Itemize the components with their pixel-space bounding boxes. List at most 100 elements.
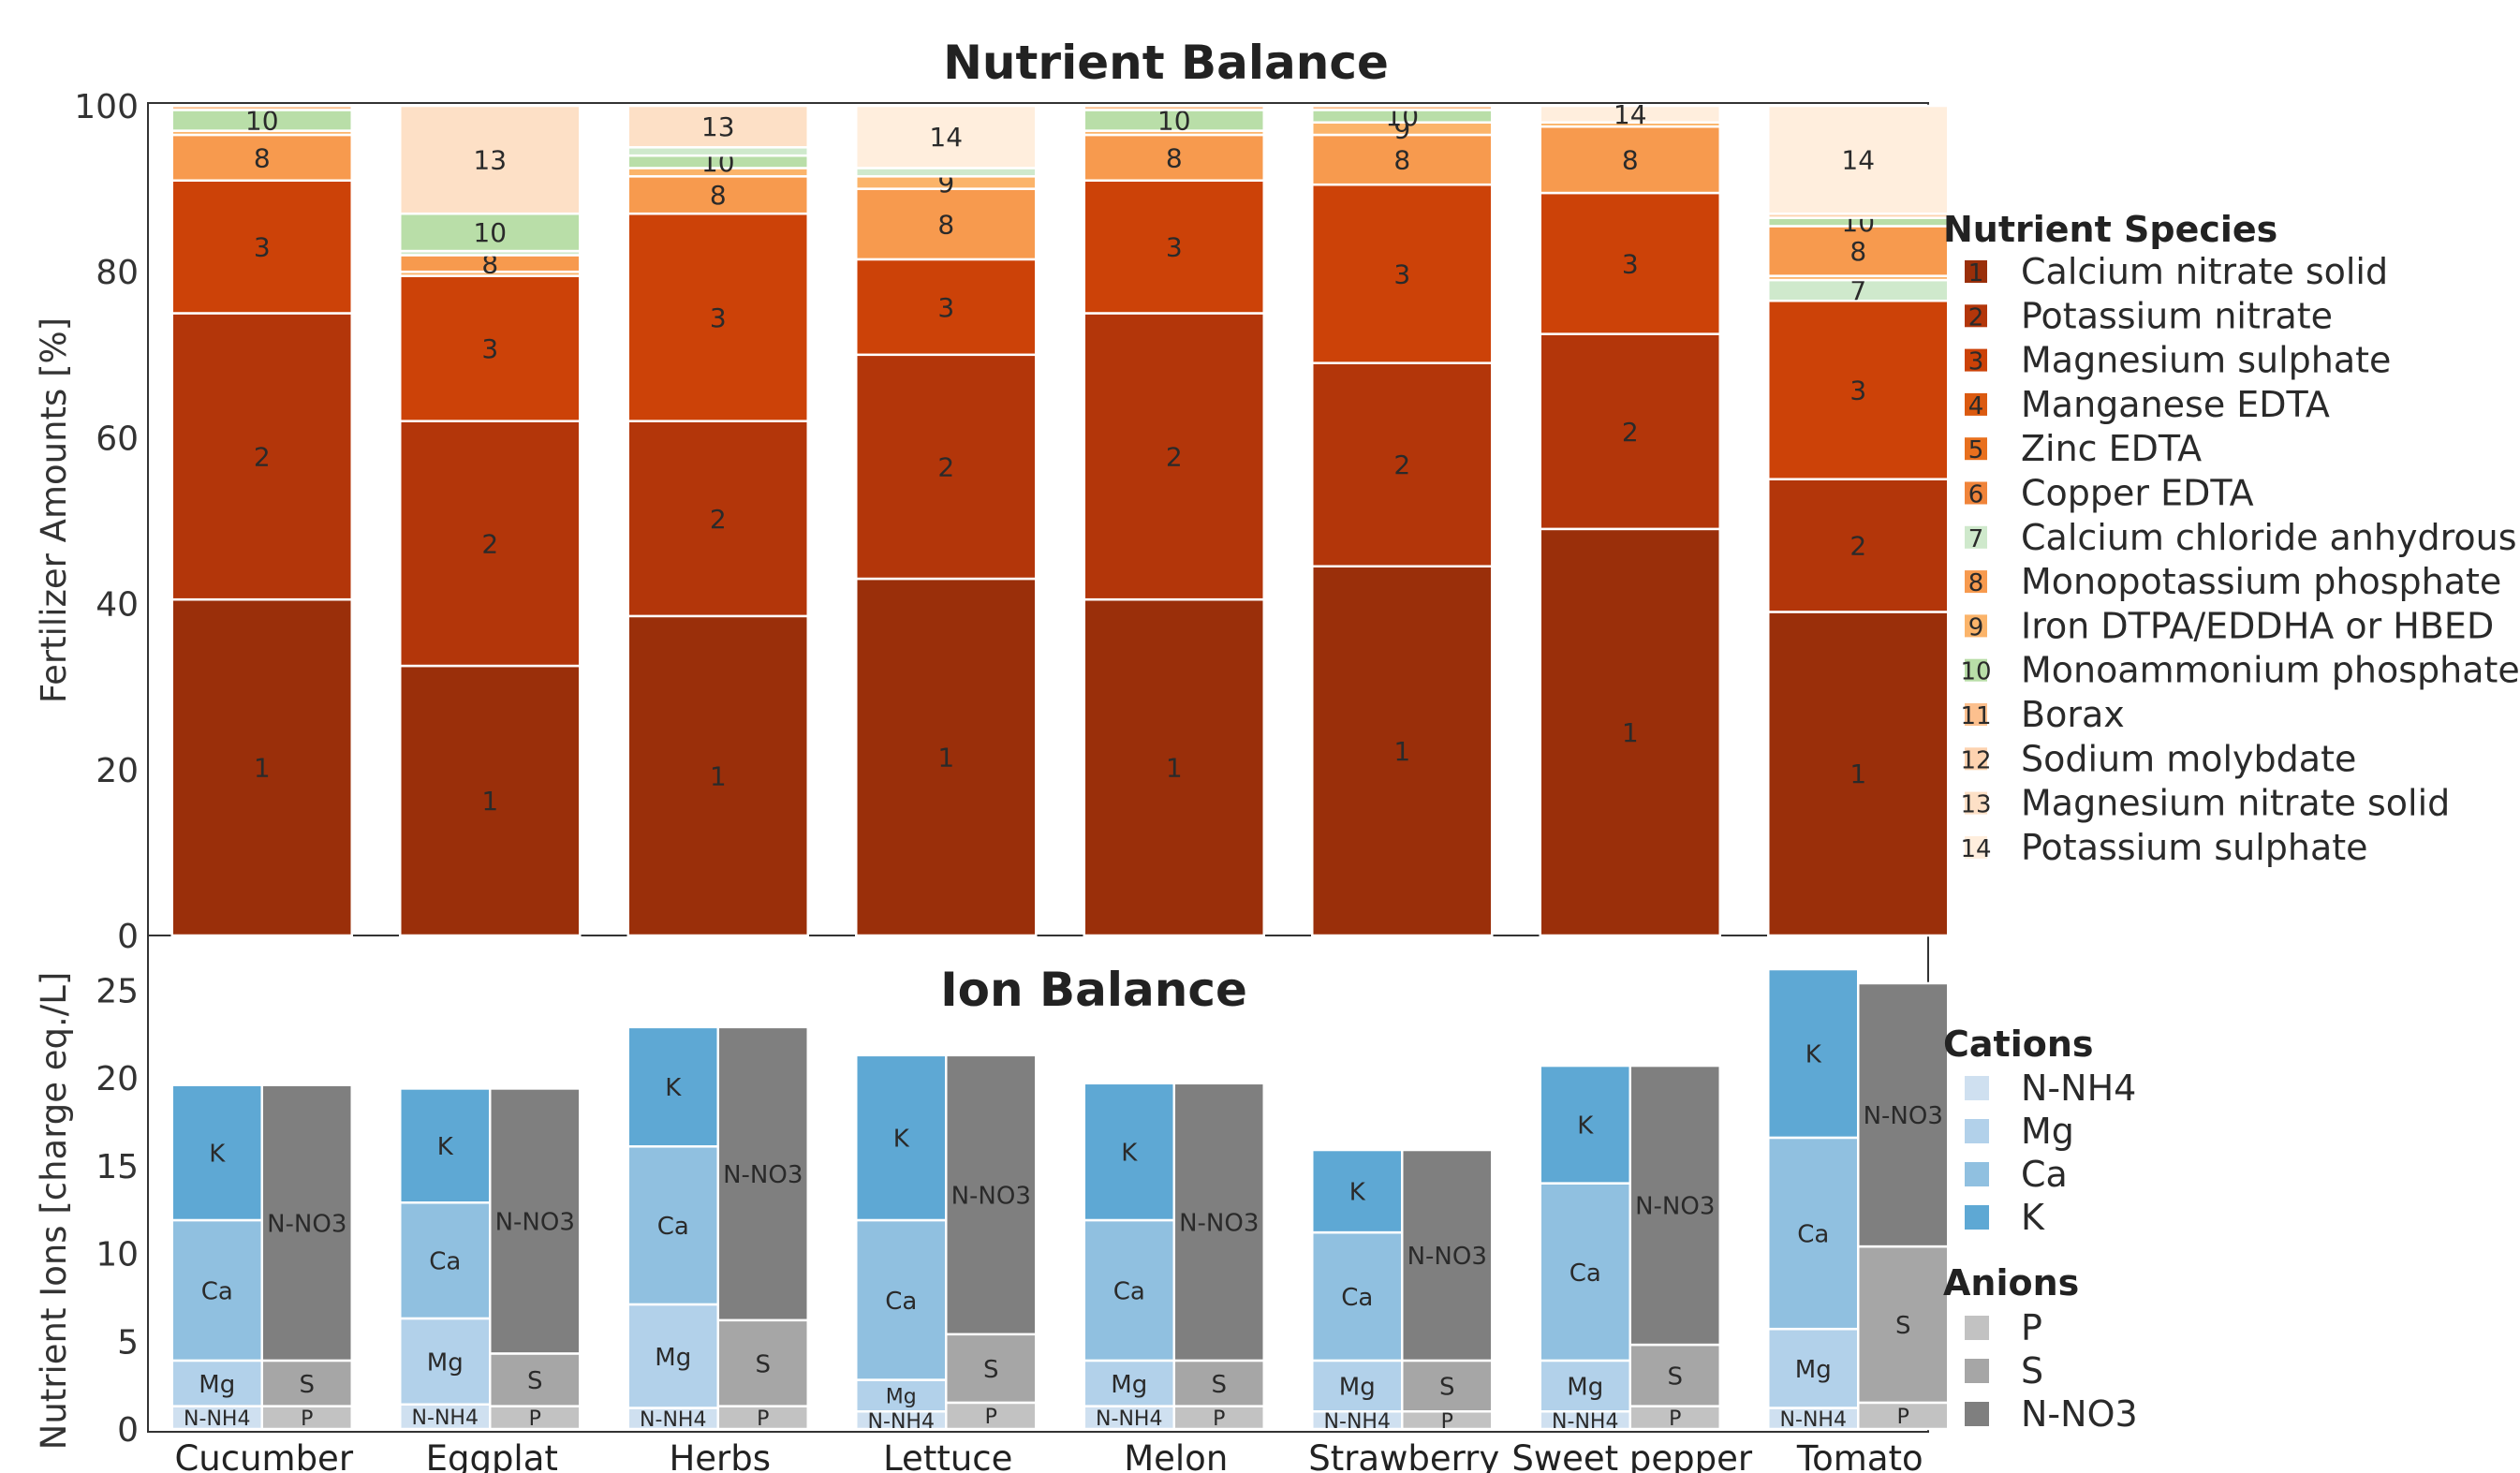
legend-swatch: [1965, 658, 1987, 682]
ion-segment-label: K: [1577, 1112, 1594, 1140]
ion-segment-label: N-NH4: [868, 1410, 935, 1434]
legend-swatch: [1965, 614, 1987, 638]
legend-entry-label: Mg: [2021, 1111, 2074, 1152]
nutrient-y-tick-label: 0: [117, 918, 139, 956]
nutrient-segment-label: 2: [937, 451, 954, 482]
ion-segment-label: S: [983, 1356, 999, 1384]
ion-segment-label: S: [1667, 1363, 1683, 1391]
legend-swatch: [1965, 525, 1987, 549]
anions-legend: PSN-NO3: [1965, 1307, 2138, 1435]
nutrient-segment-label: 14: [1841, 145, 1875, 176]
ion-y-tick-label: 5: [117, 1323, 139, 1362]
legend-entry-label: Sodium molybdate: [2021, 738, 2356, 779]
ion-segment-label: S: [527, 1367, 543, 1395]
nutrient-bar-segment: [855, 353, 1038, 581]
ion-segment-label: P: [1441, 1410, 1453, 1434]
legend-swatch: [1965, 1205, 1989, 1230]
nutrient-segment-label: 14: [1614, 99, 1647, 130]
nutrient-segment-label: 1: [1849, 759, 1866, 789]
legend-swatch-id: 5: [1968, 436, 1984, 464]
ion-segment-label: Ca: [885, 1288, 917, 1316]
legend-entry-label: Zinc EDTA: [2021, 428, 2202, 469]
ion-bar-segment: [489, 1352, 582, 1407]
ion-segment-label: N-NH4: [1552, 1410, 1618, 1434]
ion-segment-label: Ca: [201, 1278, 233, 1306]
legend-entry-label: Magnesium nitrate solid: [2021, 783, 2450, 824]
legend-entry-label: Monopotassium phosphate: [2021, 561, 2501, 602]
nutrient-segment-label: 2: [1166, 441, 1183, 472]
x-axis-category-label: Strawberry: [1308, 1438, 1499, 1473]
nutrient-bar-segment: [855, 104, 1038, 169]
x-axis-category-label: Herbs: [669, 1438, 771, 1473]
x-axis-category-label: Sweet pepper: [1511, 1438, 1753, 1473]
nutrient-segment-label: 13: [701, 111, 735, 142]
ion-segment-label: Mg: [1111, 1371, 1147, 1399]
ion-segment-label: S: [1439, 1374, 1455, 1402]
ion-segment-label: Ca: [1569, 1259, 1601, 1288]
nutrient-bar-segment: [1539, 125, 1721, 195]
legend-swatch: [1965, 570, 1987, 594]
ion-segment-label: P: [1213, 1407, 1225, 1431]
ion-segment-label: N-NH4: [412, 1407, 479, 1430]
ion-bar-segment: [1857, 1245, 1950, 1405]
ion-segment-label: N-NH4: [1096, 1407, 1162, 1431]
ion-bar-segment: [716, 1318, 809, 1407]
ion-segment-label: Mg: [655, 1344, 691, 1372]
legend-swatch: [1965, 481, 1987, 505]
ion-bar-segment: [170, 1083, 263, 1222]
ion-bar-segment: [170, 1218, 263, 1363]
nutrient-y-tick-label: 100: [74, 88, 139, 126]
legend-swatch-id: 2: [1968, 303, 1984, 331]
nutrient-bar-segment: [1539, 332, 1721, 531]
legend-entry-label: Ca: [2021, 1154, 2068, 1195]
nutrient-species-legend: 1 Calcium nitrate solid 2 Potassium nitrate…: [1960, 251, 2519, 868]
nutrient-bar-segment: [170, 133, 353, 182]
ion-segment-label: Mg: [1339, 1374, 1376, 1402]
cations-legend-title: Cations: [1943, 1024, 2094, 1065]
ion-y-tick-label: 20: [96, 1060, 139, 1098]
ion-segment-label: Ca: [1797, 1221, 1829, 1249]
legend-swatch-id: 10: [1960, 658, 1991, 686]
nutrient-bar-segment: [1083, 312, 1265, 601]
nutrient-bar-segment: [1311, 133, 1494, 186]
nutrient-segment-label: 8: [1622, 145, 1639, 176]
ion-segment-label: N-NO3: [1407, 1243, 1487, 1271]
nutrient-bar-segment: [399, 274, 582, 422]
ion-y-axis-label: Nutrient Ions [charge eq./L]: [34, 972, 74, 1451]
ion-bar-segment: [1628, 1064, 1721, 1347]
legend-swatch-id: 6: [1968, 481, 1984, 509]
ion-bar-segment: [489, 1405, 582, 1431]
ion-y-tick-label: 10: [96, 1236, 139, 1274]
ion-segment-label: K: [437, 1133, 454, 1161]
nutrient-segment-label: 2: [481, 528, 498, 559]
ion-segment-label: N-NO3: [951, 1182, 1031, 1210]
ion-bar-segment: [260, 1083, 353, 1363]
ion-bar-segment: [1767, 1327, 1860, 1409]
legend-swatch-id: 11: [1960, 702, 1991, 730]
legend-entry-label: Calcium nitrate solid: [2021, 251, 2388, 292]
legend-swatch-id: 12: [1960, 746, 1991, 774]
x-axis-category-label: Tomato: [1796, 1438, 1923, 1473]
nutrient-bar-segment: [170, 104, 353, 111]
ion-bar-segment: [1628, 1343, 1721, 1407]
ion-bar-segment: [399, 1403, 492, 1431]
ion-segment-label: Mg: [199, 1371, 235, 1399]
nutrient-segment-label: 3: [1849, 375, 1866, 405]
nutrient-segment-label: 8: [1849, 236, 1866, 267]
nutrient-bar-segment: [1083, 104, 1265, 111]
ion-segment-label: N-NH4: [1324, 1410, 1391, 1434]
ion-bar-segment: [945, 1401, 1038, 1431]
legend-swatch: [1965, 791, 1987, 815]
nutrient-bar-segment: [626, 146, 809, 157]
ion-bar-segment: [260, 1405, 353, 1431]
ion-bars: N-NH4MgCaKPSN-NO3N-NH4MgCaKPSN-NO3N-NH4M…: [170, 967, 1950, 1434]
legend-swatch: [1965, 348, 1987, 372]
legend-swatch: [1965, 1359, 1989, 1383]
legend-swatch: [1965, 1162, 1989, 1186]
ion-bar-segment: [626, 1303, 719, 1409]
ion-segment-label: N-NO3: [267, 1210, 346, 1238]
legend-entry-label: Borax: [2021, 694, 2125, 735]
nutrient-segment-label: 2: [710, 504, 727, 535]
ion-segment-label: N-NO3: [1179, 1209, 1259, 1237]
ion-bar-segment: [716, 1025, 809, 1322]
